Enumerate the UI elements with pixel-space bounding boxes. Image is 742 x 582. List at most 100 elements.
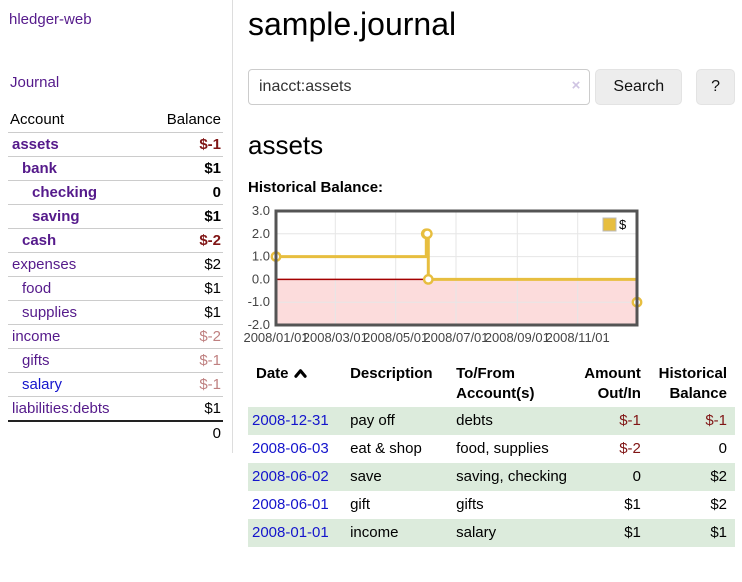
transaction-accounts: food, supplies (456, 440, 549, 457)
transaction-date-link[interactable]: 2008-06-03 (252, 440, 329, 457)
transaction-row: 2008-06-02 save saving, checking 0 $2 (248, 463, 735, 491)
account-balance: $-1 (145, 132, 223, 157)
accounts-header-row: Account Balance (8, 108, 223, 133)
transaction-balance: $-1 (705, 412, 727, 429)
account-row: checking 0 (8, 180, 223, 205)
account-row: liabilities:debts $1 (8, 396, 223, 421)
chart-svg[interactable]: $3.0 2.0 1.0 0.0 -1.0 -2.02008/01/012008/03/0… (243, 201, 643, 349)
transaction-date-link[interactable]: 2008-01-01 (252, 524, 329, 541)
transaction-amount: $-2 (619, 440, 641, 457)
x-tick-label: 2008/09/01 (485, 330, 550, 345)
x-tick-label: 2008/03/01 (303, 330, 368, 345)
account-row: bank $1 (8, 156, 223, 181)
account-balance: $-1 (145, 372, 223, 397)
legend-swatch-icon (602, 217, 617, 232)
account-row: saving $1 (8, 204, 223, 229)
search-input[interactable] (248, 69, 591, 105)
sidebar-account-income[interactable]: income (12, 328, 61, 345)
account-balance: $1 (145, 156, 223, 181)
accounts-header-account: Account (10, 111, 65, 128)
transaction-description: gift (350, 496, 371, 513)
register-header-row: Date Description To/From Account(s) Amou… (248, 361, 735, 407)
register-header-amount: Amount Out/In (584, 365, 641, 402)
y-tick-label: 2.0 (252, 226, 270, 241)
account-row: income $-2 (8, 324, 223, 349)
chart-title: Historical Balance: (248, 179, 384, 196)
y-tick-label: 1.0 (252, 249, 270, 264)
brand-link[interactable]: hledger-web (9, 11, 92, 28)
transaction-balance: 0 (718, 440, 727, 457)
transaction-amount: $1 (624, 524, 641, 541)
data-point-marker[interactable] (421, 228, 433, 240)
transaction-balance: $2 (710, 496, 727, 513)
register-header-description: Description (350, 365, 433, 382)
transaction-date-link[interactable]: 2008-12-31 (252, 412, 329, 429)
y-tick-label: -2.0 (248, 317, 270, 332)
transaction-amount: 0 (632, 468, 641, 485)
register-table-body: 2008-12-31 pay off debts $-1 $-1 2008-06-03 ea… (248, 407, 735, 547)
register-table: Date Description To/From Account(s) Amou… (248, 361, 735, 547)
sidebar-account-cash[interactable]: cash (22, 232, 57, 249)
sidebar-account-bank[interactable]: bank (22, 160, 58, 177)
help-button[interactable]: ? (696, 69, 735, 105)
sidebar-account-assets[interactable]: assets (12, 136, 59, 153)
sidebar-item-journal[interactable]: Journal (10, 74, 60, 91)
app-window: hledger-web Journal Account Balance asse… (0, 0, 735, 547)
transaction-date-link[interactable]: 2008-06-02 (252, 468, 329, 485)
sidebar-account-checking[interactable]: checking (32, 184, 98, 201)
transaction-row: 2008-06-03 eat & shop food, supplies $-2 0 (248, 435, 735, 463)
sidebar: hledger-web Journal Account Balance asse… (0, 0, 233, 453)
y-tick-label: 3.0 (252, 203, 270, 218)
transaction-accounts: gifts (456, 496, 484, 513)
transaction-description: pay off (350, 412, 395, 429)
historical-balance-chart[interactable]: $3.0 2.0 1.0 0.0 -1.0 -2.0 2008/01/01 2008/03/0… (243, 201, 735, 349)
accounts-header-balance: Balance (166, 111, 221, 128)
x-tick-label: 2008/05/01 (363, 330, 428, 345)
sidebar-account-liabilities-debts[interactable]: liabilities:debts (12, 400, 110, 417)
search-form: × Search ? (248, 69, 735, 105)
account-heading: assets (248, 130, 324, 160)
transaction-description: income (350, 524, 399, 541)
x-tick-label: 2008/01/01 (243, 330, 308, 345)
legend-label: $ (619, 217, 627, 232)
account-row: cash $-2 (8, 228, 223, 253)
transaction-balance: $1 (710, 524, 727, 541)
clear-search-icon[interactable]: × (571, 77, 581, 94)
sidebar-account-supplies[interactable]: supplies (22, 304, 78, 321)
transaction-accounts: debts (456, 412, 493, 429)
account-balance: $2 (145, 252, 223, 277)
accounts-table-body: assets $-1 bank $1 checking 0 saving $1 cash $-2 e… (8, 132, 223, 445)
transaction-row: 2008-12-31 pay off debts $-1 $-1 (248, 407, 735, 435)
y-tick-label: -1.0 (248, 294, 270, 309)
page-title: sample.journal (248, 6, 457, 42)
data-point-marker[interactable] (422, 274, 434, 285)
y-tick-label: 0.0 (252, 271, 270, 286)
transaction-accounts: salary (456, 524, 497, 541)
transaction-row: 2008-06-01 gift gifts $1 $2 (248, 491, 735, 519)
account-row: gifts $-1 (8, 348, 223, 373)
accounts-total-row: 0 (8, 420, 223, 445)
accounts-total-balance: 0 (145, 420, 223, 445)
account-balance: 0 (145, 180, 223, 205)
sidebar-account-expenses[interactable]: expenses (12, 256, 77, 273)
search-box: × (248, 69, 591, 105)
account-balance: $-2 (145, 228, 223, 253)
register-header-accounts: To/From Account(s) (456, 365, 535, 402)
account-row: supplies $1 (8, 300, 223, 325)
sidebar-account-gifts[interactable]: gifts (22, 352, 50, 369)
transaction-accounts: saving, checking (456, 468, 568, 485)
account-row: salary $-1 (8, 372, 223, 397)
sidebar-account-salary[interactable]: salary (22, 376, 63, 393)
register-header-balance: Historical Balance (658, 365, 727, 402)
sort-ascending-icon (293, 369, 307, 378)
sidebar-account-saving[interactable]: saving (32, 208, 80, 225)
transaction-row: 2008-01-01 income salary $1 $1 (248, 519, 735, 547)
search-button[interactable]: Search (595, 69, 683, 105)
account-row: assets $-1 (8, 132, 223, 157)
register-header-date[interactable]: Date (248, 361, 342, 407)
x-tick-label: 2008/07/01 (423, 330, 488, 345)
transaction-date-link[interactable]: 2008-06-01 (252, 496, 329, 513)
sidebar-account-food[interactable]: food (22, 280, 52, 297)
account-row: food $1 (8, 276, 223, 301)
account-balance: $1 (145, 204, 223, 229)
